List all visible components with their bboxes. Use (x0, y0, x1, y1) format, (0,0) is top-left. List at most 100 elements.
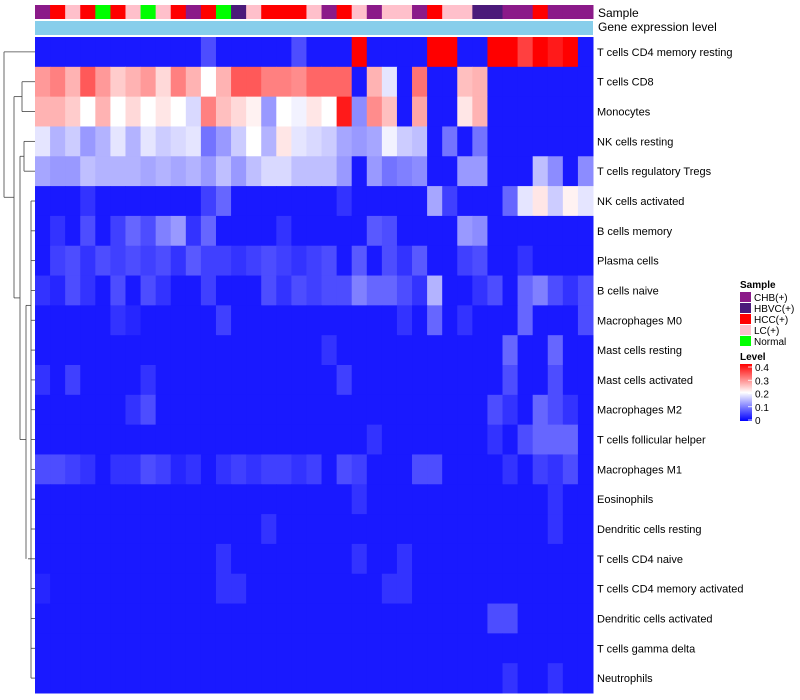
sample-annotation-cell (215, 5, 232, 19)
heatmap-cell (396, 96, 413, 127)
heatmap-cell (80, 186, 96, 217)
heatmap-cell (231, 663, 247, 694)
heatmap-cell (517, 215, 534, 247)
heatmap-cell (366, 365, 383, 396)
heatmap-cell (532, 424, 549, 455)
heatmap-cell (577, 633, 594, 664)
heatmap-cell (35, 66, 51, 98)
heatmap-cell (306, 66, 323, 98)
heatmap-cell (412, 186, 428, 217)
heatmap-cell (412, 514, 428, 545)
heatmap-cell (306, 543, 323, 575)
heatmap-cell (95, 543, 111, 575)
heatmap-cell (472, 335, 488, 366)
heatmap-cell (396, 66, 413, 98)
heatmap-cell (110, 275, 126, 306)
heatmap-cell (396, 215, 413, 247)
heatmap-cell (95, 394, 111, 426)
heatmap-cell (396, 424, 413, 455)
heatmap-cell (577, 156, 594, 187)
heatmap-cell (231, 603, 247, 634)
heatmap-cell (502, 275, 519, 306)
heatmap-cell (110, 186, 126, 217)
heatmap-cell (110, 424, 126, 455)
heatmap-cell (336, 603, 353, 634)
heatmap-cell (140, 365, 157, 396)
heatmap-cell (200, 454, 217, 485)
row-label: Macrophages M0 (597, 315, 682, 327)
heatmap-cell (170, 126, 187, 157)
heatmap-cell (35, 215, 51, 247)
heatmap-cell (65, 663, 81, 694)
sample-annotation-cell (517, 5, 534, 19)
heatmap-cell (110, 305, 126, 336)
heatmap-cell (351, 126, 368, 157)
heatmap-cell (110, 514, 126, 545)
heatmap-cell (215, 663, 232, 694)
heatmap-cell (291, 424, 307, 455)
heatmap-cell (547, 156, 564, 187)
heatmap-cell (351, 663, 368, 694)
heatmap-cell (457, 156, 473, 187)
heatmap-cell (140, 394, 157, 426)
heatmap-cell (35, 335, 51, 366)
heatmap-cell (366, 514, 383, 545)
heatmap-cell (80, 126, 96, 157)
heatmap-cell (562, 37, 579, 68)
heatmap-cell (80, 305, 96, 336)
heatmap-cell (472, 37, 488, 68)
heatmap-cell (35, 663, 51, 694)
heatmap-cell (80, 424, 96, 455)
heatmap-cell (95, 275, 111, 306)
heatmap-cell (442, 186, 458, 217)
heatmap-cell (80, 37, 96, 68)
heatmap-cell (562, 514, 579, 545)
heatmap-cell (170, 663, 187, 694)
heatmap-cell (140, 66, 157, 98)
heatmap-cell (321, 484, 338, 515)
heatmap-cell (50, 245, 66, 277)
heatmap-cell (246, 66, 262, 98)
heatmap-cell (155, 275, 172, 306)
heatmap-cell (366, 66, 383, 98)
heatmap-cell (246, 484, 262, 515)
heatmap-cell (276, 394, 292, 426)
heatmap-cell (200, 66, 217, 98)
heatmap-cell (517, 603, 534, 634)
heatmap-cell (577, 454, 594, 485)
heatmap-cell (80, 454, 96, 485)
heatmap-cell (231, 365, 247, 396)
heatmap-cell (321, 573, 338, 605)
heatmap-cell (381, 96, 398, 127)
legend-swatch (740, 314, 751, 324)
heatmap-cell (246, 514, 262, 545)
heatmap-cell (321, 96, 338, 127)
heatmap-cell (215, 156, 232, 187)
heatmap-cell (487, 365, 504, 396)
heatmap-cell (351, 394, 368, 426)
heatmap-cell (155, 484, 172, 515)
legend-swatch (740, 303, 751, 313)
heatmap-cell (366, 573, 383, 605)
heatmap-cell (517, 66, 534, 98)
heatmap-cell (80, 633, 96, 664)
heatmap-cell (215, 514, 232, 545)
heatmap-cell (35, 394, 51, 426)
heatmap-cell (472, 484, 488, 515)
heatmap-cell (125, 543, 142, 575)
heatmap-cell (276, 454, 292, 485)
heatmap-cell (170, 394, 187, 426)
heatmap-cell (427, 514, 443, 545)
heatmap-cell (351, 603, 368, 634)
level-colorbar (740, 364, 752, 421)
heatmap-cell (35, 275, 51, 306)
heatmap-cell (276, 424, 292, 455)
heatmap-cell (95, 633, 111, 664)
heatmap-cell (396, 573, 413, 605)
heatmap-cell (502, 603, 519, 634)
sample-annotation-cell (442, 5, 458, 19)
heatmap-cell (200, 215, 217, 247)
heatmap-cell (547, 215, 564, 247)
heatmap-cell (366, 305, 383, 336)
heatmap-cell (200, 603, 217, 634)
